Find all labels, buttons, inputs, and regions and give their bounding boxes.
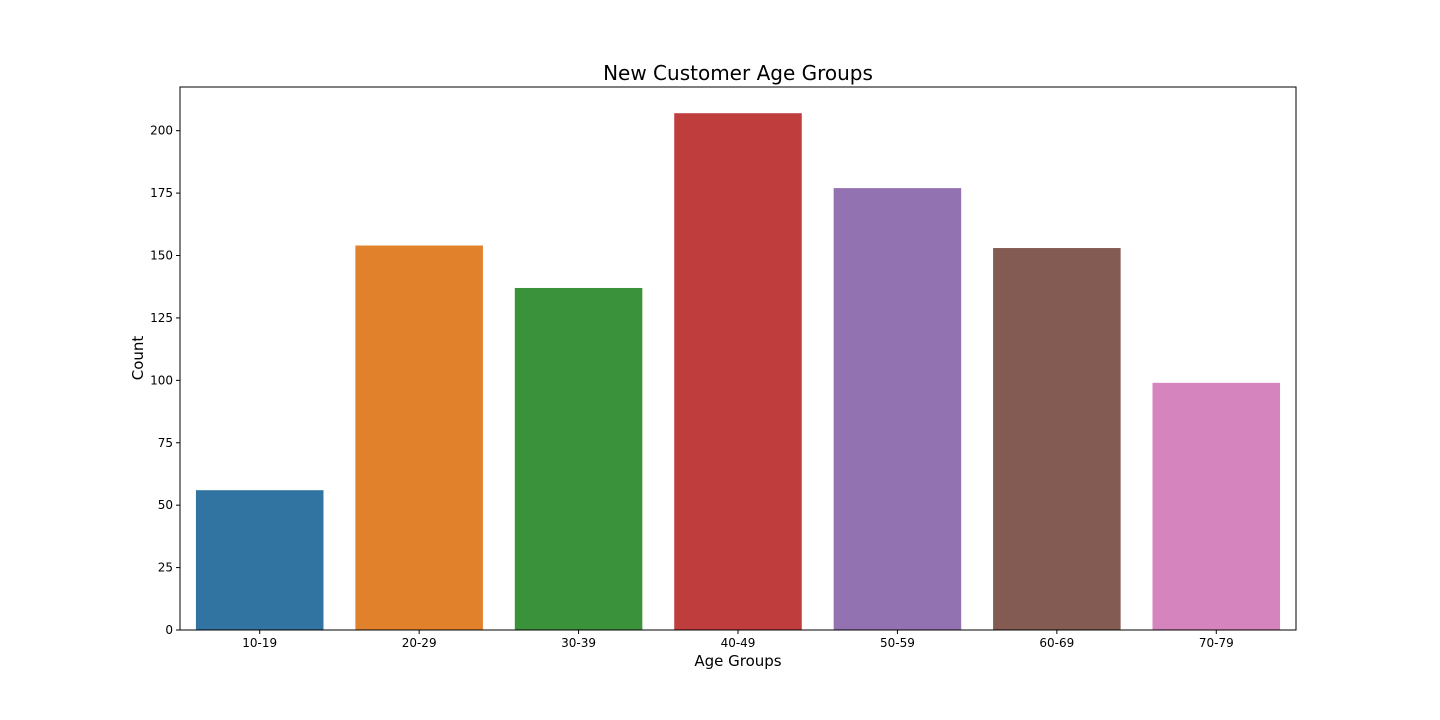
x-ticks-group: 10-19 20-29 30-39 40-49 50-59 60-69 70-79 xyxy=(242,630,1234,650)
y-tick-label: 200 xyxy=(150,124,173,138)
x-tick-label: 70-79 xyxy=(1199,636,1234,650)
y-tick-label: 125 xyxy=(150,311,173,325)
x-tick-label: 50-59 xyxy=(880,636,915,650)
plot-frame xyxy=(179,86,1297,631)
bar-60-69 xyxy=(993,248,1121,630)
y-tick-label: 75 xyxy=(158,436,173,450)
x-tick-label: 40-49 xyxy=(721,636,756,650)
y-tick-label: 175 xyxy=(150,186,173,200)
y-tick-label: 25 xyxy=(158,561,173,575)
y-axis-label: Count xyxy=(129,336,147,381)
bar-20-29 xyxy=(355,245,483,630)
y-tick-label: 0 xyxy=(165,623,173,637)
x-tick-label: 60-69 xyxy=(1039,636,1074,650)
bar-50-59 xyxy=(833,188,962,631)
x-tick-label: 30-39 xyxy=(561,636,596,650)
bar-30-39 xyxy=(514,287,643,630)
bars-group xyxy=(195,113,1281,631)
x-tick-label: 10-19 xyxy=(242,636,277,650)
bar-10-19 xyxy=(195,490,324,630)
y-tick-label: 100 xyxy=(150,373,173,387)
x-axis-label: Age Groups xyxy=(694,652,781,670)
chart-title: New Customer Age Groups xyxy=(603,61,873,85)
bar-40-49 xyxy=(674,113,802,630)
bar-70-79 xyxy=(1152,382,1281,630)
y-ticks-group: 0 25 50 75 100 125 150 175 200 xyxy=(150,124,180,637)
y-tick-label: 150 xyxy=(150,249,173,263)
y-tick-label: 50 xyxy=(158,498,173,512)
x-tick-label: 20-29 xyxy=(402,636,437,650)
